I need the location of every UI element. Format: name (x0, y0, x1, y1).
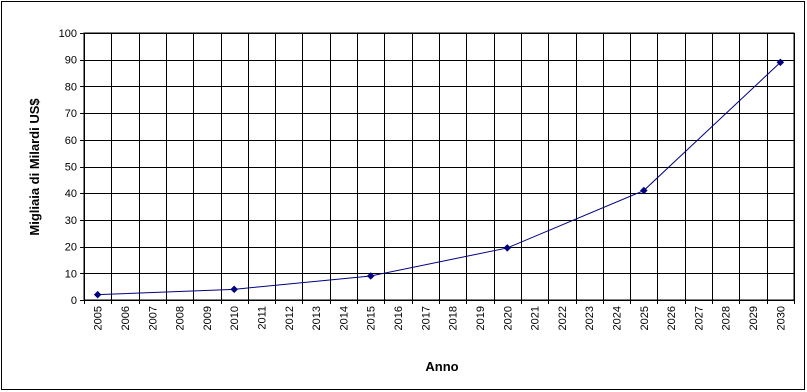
x-tick-label: 2025 (639, 306, 651, 330)
y-tick-label: 70 (65, 108, 77, 120)
x-axis-title: Anno (425, 359, 458, 374)
x-tick-label: 2018 (448, 306, 460, 330)
x-tick-label: 2006 (120, 306, 132, 330)
y-tick-label: 80 (65, 81, 77, 93)
x-tick-label: 2019 (475, 306, 487, 330)
x-tick-label: 2016 (393, 306, 405, 330)
x-tick-label: 2009 (202, 306, 214, 330)
x-tick-label: 2020 (502, 306, 514, 330)
y-tick-label: 90 (65, 55, 77, 67)
series-line (97, 62, 781, 296)
x-tick-label: 2027 (693, 306, 705, 330)
y-tick-label: 30 (65, 215, 77, 227)
data-point (230, 285, 239, 294)
x-tick-label: 2010 (229, 306, 241, 330)
y-tick-labels: 0 10 20 30 40 50 60 70 80 90 100 (59, 28, 77, 307)
x-tick-label: 2014 (338, 306, 350, 330)
y-tick-label: 10 (65, 268, 77, 280)
y-tick-label: 40 (65, 188, 77, 200)
x-tick-label: 2007 (147, 306, 159, 330)
x-tick-label: 2030 (775, 306, 787, 330)
data-point (639, 186, 648, 195)
grid-layer (80, 32, 795, 304)
y-tick-label: 50 (65, 162, 77, 174)
x-tick-label: 2005 (93, 306, 105, 330)
y-tick-label: 100 (59, 28, 77, 40)
x-tick-labels: 2005 2006 2007 2008 2009 2010 2011 2012 2013 2014… (93, 306, 788, 330)
x-tick-label: 2011 (257, 306, 269, 330)
x-tick-label: 2028 (721, 306, 733, 330)
x-tick-label: 2013 (311, 306, 323, 330)
y-tick-label: 20 (65, 242, 77, 254)
x-tick-label: 2022 (557, 306, 569, 330)
data-point (366, 272, 375, 280)
x-tick-label: 2029 (748, 306, 760, 330)
x-tick-label: 2023 (584, 306, 596, 330)
x-tick-label: 2021 (530, 306, 542, 330)
y-tick-label: 0 (71, 295, 77, 307)
x-tick-label: 2024 (612, 306, 624, 330)
x-tick-label: 2008 (175, 306, 187, 330)
x-tick-label: 2012 (284, 306, 296, 330)
x-tick-label: 2026 (666, 306, 678, 330)
x-tick-label: 2015 (366, 306, 378, 330)
x-tick-label: 2017 (420, 306, 432, 330)
y-axis-title: Migliaia di Milardi US$ (27, 98, 42, 236)
data-point (503, 244, 512, 252)
series-layer (93, 58, 785, 299)
data-point (93, 290, 102, 299)
y-tick-label: 60 (65, 135, 77, 147)
data-point (776, 58, 785, 67)
